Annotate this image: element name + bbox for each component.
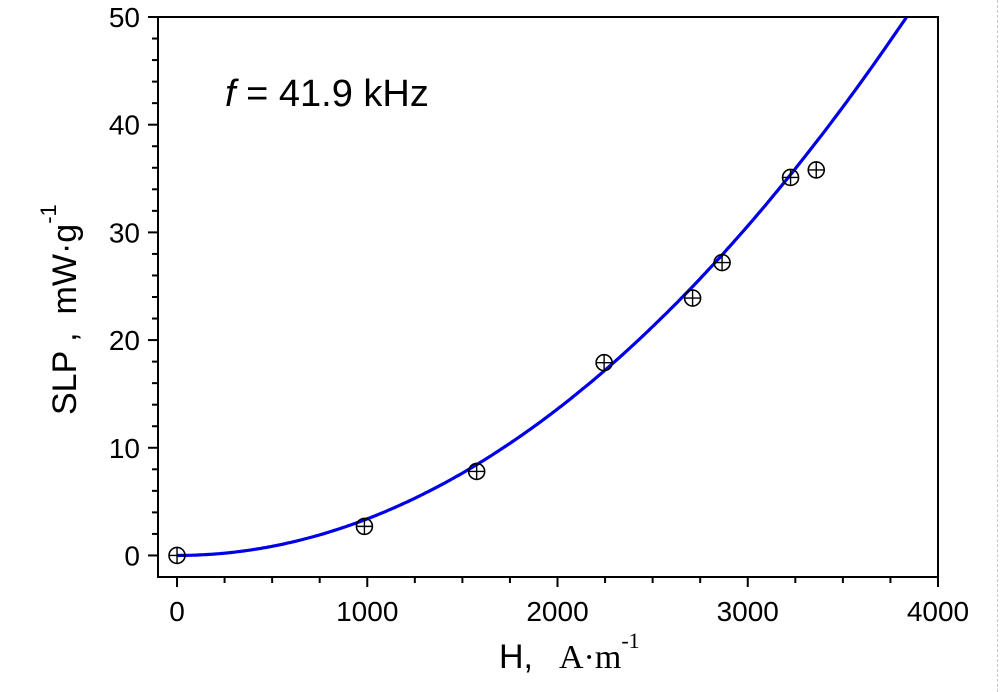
fit-curve — [177, 16, 908, 558]
y-axis-main: SLP , — [46, 332, 84, 415]
y-tick-label: 10 — [109, 433, 140, 464]
y-axis-exponent: -1 — [36, 204, 61, 224]
x-axis-title: H, A·m-1 — [499, 628, 640, 676]
y-axis-title: SLP , mW·g-1 — [36, 204, 84, 415]
data-point — [595, 353, 613, 372]
data-point — [713, 253, 731, 272]
data-point — [467, 462, 486, 481]
y-tick-label: 40 — [109, 110, 140, 141]
plot-frame — [157, 16, 939, 578]
x-axis-exponent: -1 — [621, 628, 639, 653]
data-point — [168, 546, 186, 565]
frequency-symbol: f — [225, 73, 239, 115]
x-tick-label: 0 — [169, 596, 185, 627]
y-tick-labels: 0 10 20 30 40 50 — [109, 2, 140, 571]
x-tick-labels: 0 1000 2000 3000 4000 — [169, 596, 969, 627]
data-point — [807, 161, 826, 179]
frequency-value: = 41.9 kHz — [236, 73, 429, 115]
y-tick-label: 20 — [109, 325, 140, 356]
y-tick-label: 50 — [109, 2, 140, 33]
x-tick-label: 4000 — [907, 596, 969, 627]
data-point — [781, 168, 800, 187]
data-point — [683, 289, 702, 307]
x-tick-label: 1000 — [336, 596, 398, 627]
page-edge-divider — [997, 0, 998, 692]
x-tick-label: 2000 — [526, 596, 588, 627]
frequency-annotation: f = 41.9 kHz — [225, 73, 429, 115]
y-tick-label: 30 — [109, 217, 140, 248]
y-tick-label: 0 — [124, 540, 140, 571]
x-axis-unit: A·m — [559, 639, 621, 676]
data-point — [355, 517, 374, 536]
x-axis-main: H, — [499, 638, 533, 676]
y-axis-unit: mW·g — [46, 224, 84, 315]
data-points — [168, 161, 826, 565]
x-tick-label: 3000 — [717, 596, 779, 627]
